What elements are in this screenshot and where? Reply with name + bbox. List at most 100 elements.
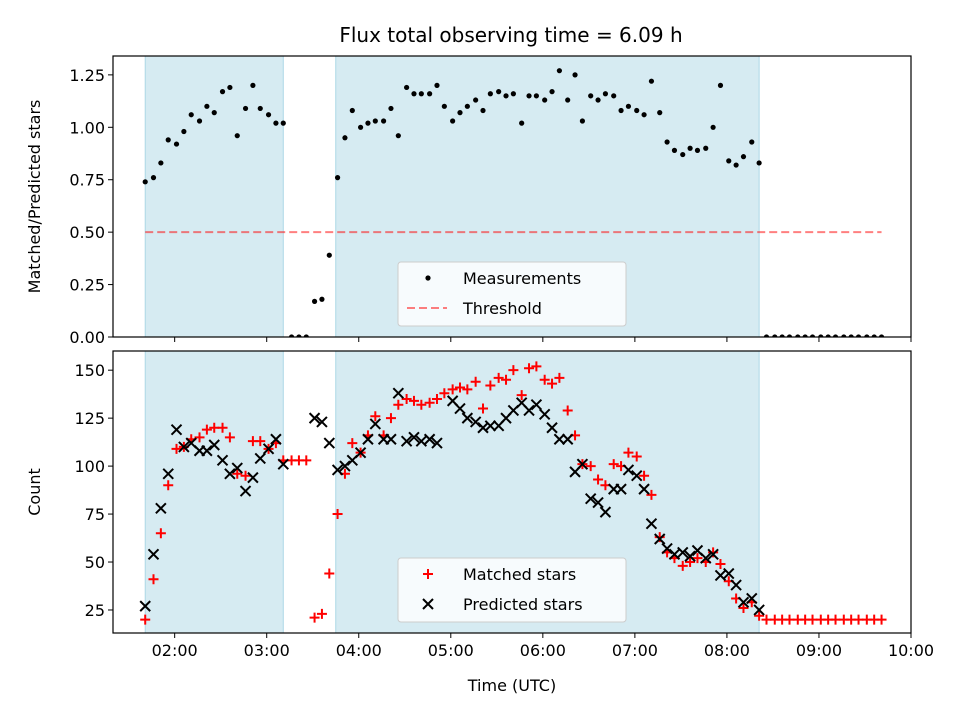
matched-star-point: [332, 509, 343, 520]
measurement-point: [687, 145, 693, 151]
measurement-point: [825, 334, 831, 337]
matched-star-point: [201, 424, 212, 435]
matched-star-point: [631, 451, 642, 462]
predicted-star-point: [753, 604, 765, 616]
matched-star-point: [370, 411, 381, 422]
matched-star-point: [554, 372, 565, 383]
measurement-point: [855, 334, 862, 337]
predicted-star-point: [654, 533, 666, 545]
matched-star-point: [424, 397, 435, 408]
y-tick-label: 0.25: [69, 276, 105, 295]
predicted-star-point: [362, 433, 374, 445]
x-tick-label: 07:00: [612, 641, 658, 660]
matched-star-point: [324, 568, 335, 579]
measurement-point: [733, 162, 739, 168]
matched-star-point: [401, 393, 412, 404]
matched-star-point: [316, 608, 327, 619]
legend-marker-predicted: [422, 598, 434, 610]
measurement-point: [556, 68, 563, 74]
matched-star-point: [585, 461, 596, 472]
predicted-star-point: [323, 437, 336, 449]
measurement-point: [726, 158, 732, 164]
measurement-point: [832, 334, 839, 337]
observing-interval: [144, 351, 284, 633]
predicted-star-point: [746, 592, 758, 605]
predicted-star-point: [369, 418, 382, 430]
matched-star-point: [447, 384, 458, 395]
measurement-point: [242, 105, 249, 112]
predicted-star-point: [201, 445, 213, 457]
x-tick-label: 03:00: [244, 641, 290, 660]
measurement-point: [273, 120, 279, 126]
predicted-star-point: [239, 485, 252, 497]
measurement-point: [749, 139, 755, 145]
predicted-star-point: [139, 600, 151, 612]
measurement-point: [526, 93, 532, 99]
y-tick-label: 75: [85, 505, 105, 524]
measurement-point: [579, 118, 586, 124]
measurement-point: [634, 107, 640, 114]
measurement-point: [342, 135, 348, 141]
predicted-star-point: [400, 435, 413, 447]
predicted-star-point: [408, 431, 420, 444]
measurement-point: [802, 334, 808, 337]
matched-star-point: [608, 459, 619, 470]
predicted-star-point: [538, 408, 551, 421]
measurement-point: [381, 118, 387, 124]
measurement-point: [450, 118, 456, 124]
matched-star-point: [646, 489, 657, 500]
matched-star-point: [539, 374, 550, 385]
matched-star-point: [562, 405, 573, 416]
predicted-star-point: [599, 506, 612, 518]
measurement-point: [878, 334, 885, 337]
measurement-point: [473, 97, 479, 103]
predicted-star-point: [423, 433, 436, 445]
predicted-star-point: [155, 502, 167, 515]
measurement-point: [388, 105, 394, 112]
measurement-point: [404, 84, 410, 91]
measurement-point: [871, 334, 877, 337]
matched-star-point: [677, 560, 688, 571]
predicted-star-point: [316, 416, 328, 428]
y-tick-label: 25: [85, 601, 105, 620]
x-tick-label: 10:00: [888, 641, 934, 660]
matched-star-point: [140, 614, 151, 625]
predicted-star-point: [170, 423, 183, 436]
measurement-point: [219, 89, 226, 95]
matched-star-point: [155, 528, 166, 539]
measurement-point: [349, 107, 355, 114]
measurement-point: [664, 139, 670, 145]
matched-star-point: [524, 363, 535, 374]
matched-star-point: [454, 382, 465, 393]
matched-star-point: [240, 470, 251, 481]
matched-star-point: [385, 413, 396, 424]
matched-star-point: [485, 380, 496, 391]
matched-star-point: [547, 378, 558, 389]
observing-interval: [144, 56, 284, 337]
measurement-point: [710, 124, 716, 130]
matched-star-point: [347, 438, 358, 449]
predicted-star-point: [354, 446, 367, 459]
y-tick-label: 50: [85, 553, 105, 572]
predicted-star-point: [631, 469, 643, 482]
chart-title: Flux total observing time = 6.09 h: [339, 23, 682, 47]
y-tick-label: 1.00: [69, 118, 105, 137]
matched-star-point: [217, 422, 228, 433]
predicted-star-point: [707, 548, 719, 561]
predicted-star-point: [461, 412, 474, 424]
x-tick-label: 08:00: [704, 641, 750, 660]
measurement-point: [703, 145, 709, 151]
measurement-point: [365, 120, 371, 126]
measurement-point: [694, 147, 701, 153]
matched-star-point: [508, 365, 519, 376]
predicted-star-point: [147, 548, 160, 561]
matched-star-point: [531, 361, 542, 372]
matched-star-point: [224, 432, 235, 443]
measurement-point: [326, 252, 332, 258]
measurement-point: [334, 175, 341, 181]
predicted-star-point: [561, 433, 574, 445]
measurement-point: [671, 147, 678, 153]
measurement-point: [303, 334, 309, 337]
measurement-point: [418, 91, 424, 97]
